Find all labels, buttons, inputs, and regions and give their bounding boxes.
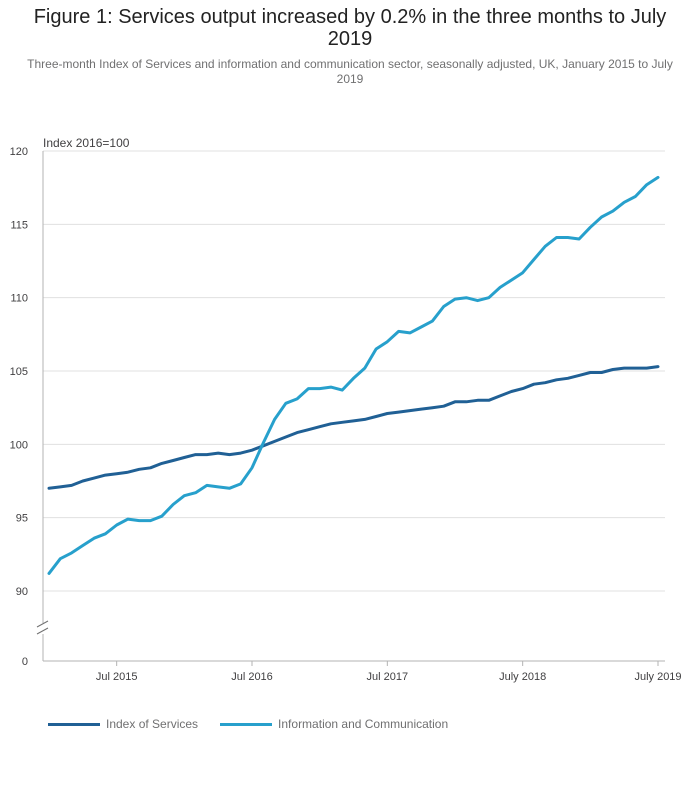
axis-break-mark-bottom xyxy=(36,627,49,635)
legend-swatch-information-and-communication xyxy=(220,722,273,726)
x-axis-ticks: Jul 2015 Jul 2016 Jul 2017 July 2018 July 20… xyxy=(96,661,682,683)
x-tick-label-jul-2015: Jul 2015 xyxy=(96,671,138,683)
y-tick-label-100: 100 xyxy=(10,439,28,451)
y-tick-label-90: 90 xyxy=(16,586,28,598)
legend-item-index-of-services[interactable]: Index of Services xyxy=(48,717,198,731)
series-line-information-and-communication xyxy=(47,175,660,575)
series-line-index-of-services xyxy=(47,365,660,490)
y-axis-ticks: 0 90 95 100 105 110 115 120 xyxy=(10,146,28,668)
x-tick-label-jul-2017: Jul 2017 xyxy=(367,671,409,683)
axis-break-mark-top xyxy=(36,620,49,628)
legend-label-index-of-services: Index of Services xyxy=(106,717,199,731)
x-tick-label-july-2019: July 2019 xyxy=(634,671,681,683)
x-tick-label-jul-2016: Jul 2016 xyxy=(231,671,273,683)
y-tick-label-115: 115 xyxy=(10,219,28,231)
y-tick-label-120: 120 xyxy=(10,146,28,158)
y-tick-label-110: 110 xyxy=(10,293,28,305)
chart-subtitle: Three-month Index of Services and inform… xyxy=(27,57,673,86)
y-tick-label-95: 95 xyxy=(16,513,28,525)
x-tick-label-july-2018: July 2018 xyxy=(499,671,546,683)
legend-item-information-and-communication[interactable]: Information and Communication xyxy=(220,717,448,731)
y-tick-label-0: 0 xyxy=(22,656,28,668)
axes xyxy=(36,151,665,662)
series-lines xyxy=(47,175,660,575)
legend-swatch-index-of-services xyxy=(48,722,100,726)
legend: Index of Services Information and Commun… xyxy=(48,717,470,731)
gridlines xyxy=(43,150,665,592)
chart-title: Figure 1: Services output increased by 0… xyxy=(33,6,667,50)
legend-label-information-and-communication: Information and Communication xyxy=(278,717,449,731)
y-tick-label-105: 105 xyxy=(10,366,28,378)
y-axis-label: Index 2016=100 xyxy=(43,136,130,150)
